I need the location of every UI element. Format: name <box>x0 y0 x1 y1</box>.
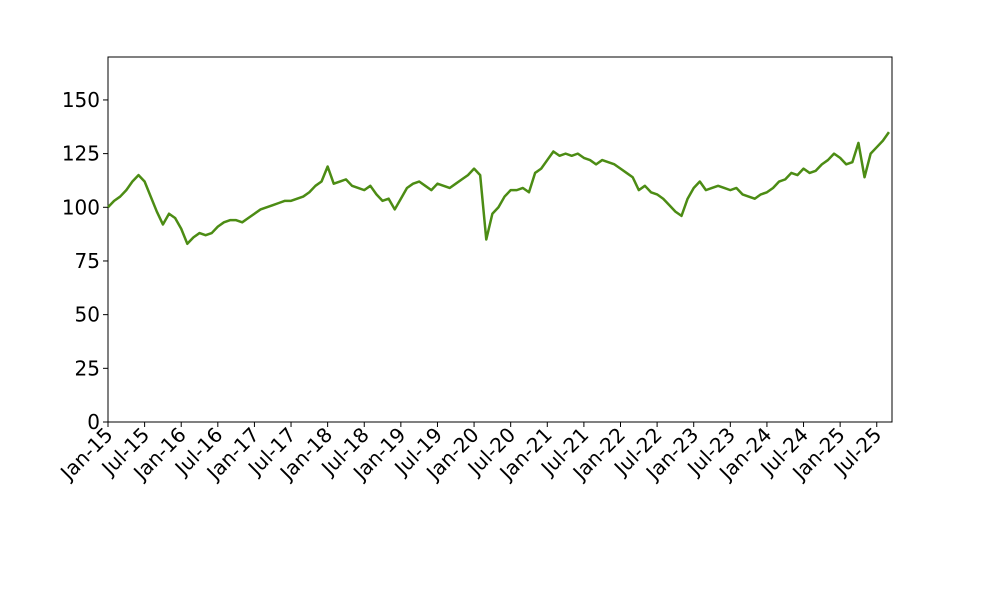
y-tick-label: 25 <box>75 356 100 380</box>
y-tick-label: 150 <box>62 88 100 112</box>
y-tick-label: 100 <box>62 195 100 219</box>
plot-frame <box>107 56 893 423</box>
data-line <box>107 131 890 246</box>
y-tick-label: 75 <box>75 249 100 273</box>
y-tick-label: 0 <box>87 410 100 434</box>
y-tick-label: 125 <box>62 142 100 166</box>
y-tick-label: 50 <box>75 303 100 327</box>
